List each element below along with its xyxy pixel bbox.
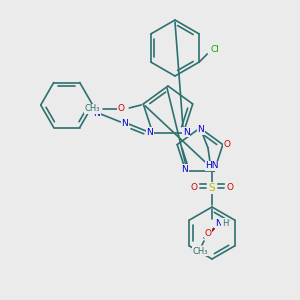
Text: O: O: [223, 140, 230, 149]
Text: N: N: [198, 125, 204, 134]
Text: O: O: [118, 104, 125, 113]
Text: Cl: Cl: [211, 44, 220, 53]
Text: N: N: [183, 128, 190, 136]
Text: N: N: [146, 128, 153, 136]
Text: H: H: [222, 218, 228, 227]
Text: HN: HN: [205, 161, 219, 170]
Text: CH₃: CH₃: [85, 104, 100, 113]
Text: N: N: [93, 109, 100, 118]
Text: O: O: [190, 184, 197, 193]
Text: N: N: [214, 218, 221, 227]
Text: O: O: [226, 184, 233, 193]
Text: O: O: [205, 229, 212, 238]
Text: N: N: [121, 118, 128, 127]
Text: N: N: [182, 165, 188, 174]
Text: S: S: [209, 183, 215, 193]
Text: CH₃: CH₃: [192, 247, 208, 256]
